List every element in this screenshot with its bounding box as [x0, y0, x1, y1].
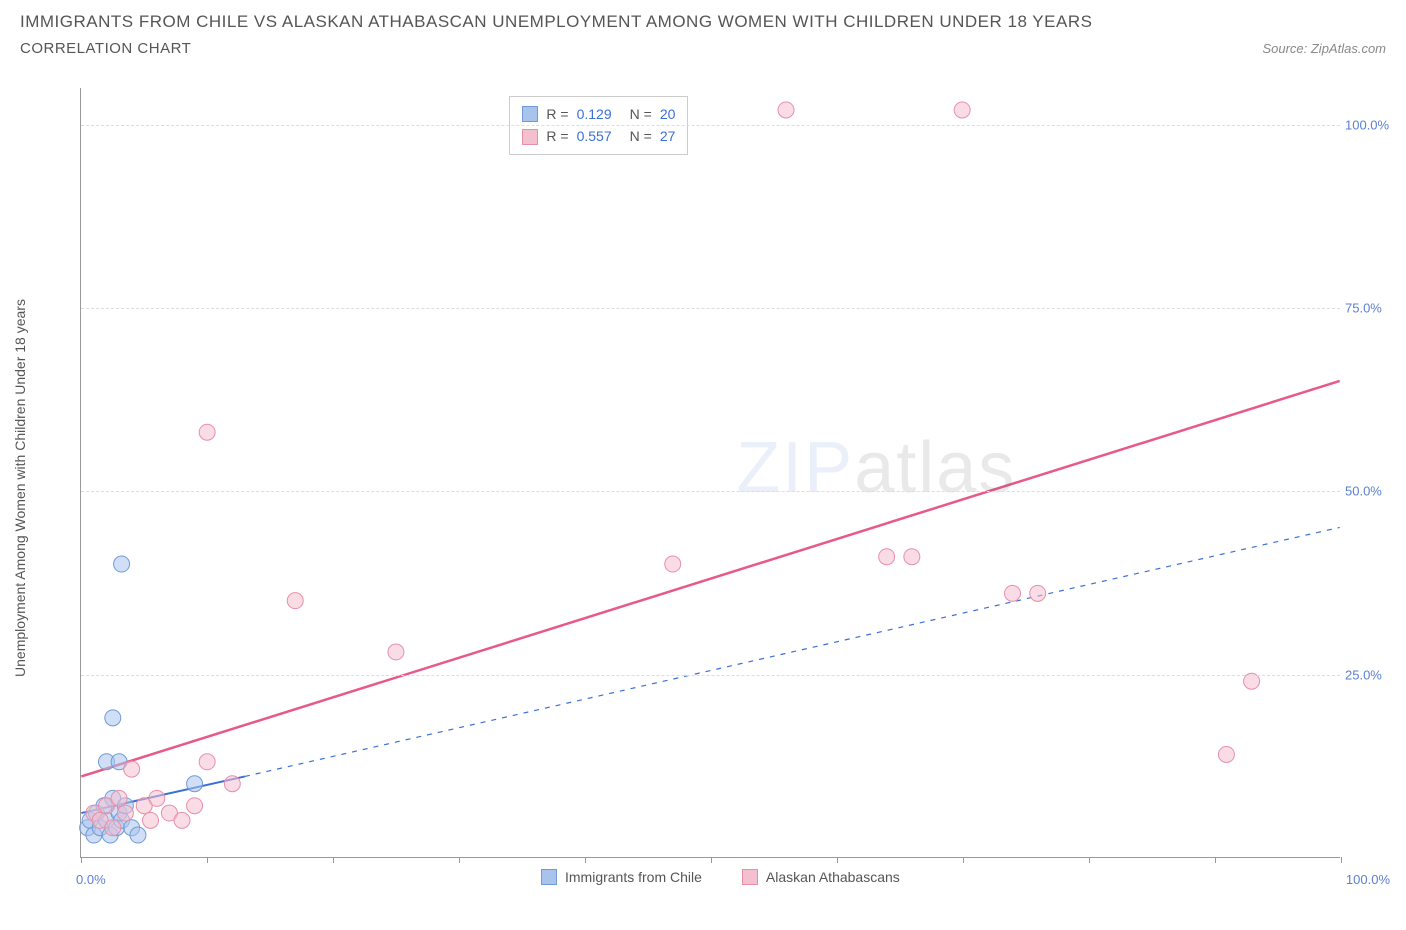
legend-label: Immigrants from Chile: [565, 869, 702, 885]
x-tick: [963, 857, 964, 863]
data-point: [879, 549, 895, 565]
data-point: [111, 790, 127, 806]
y-tick-label: 75.0%: [1345, 301, 1395, 316]
x-tick-label-max: 100.0%: [1346, 872, 1390, 887]
gridline: [81, 308, 1340, 309]
data-point: [224, 776, 240, 792]
gridline: [81, 491, 1340, 492]
y-tick-label: 25.0%: [1345, 667, 1395, 682]
legend-label: Alaskan Athabascans: [766, 869, 900, 885]
data-point: [1030, 585, 1046, 601]
chart-title: IMMIGRANTS FROM CHILE VS ALASKAN ATHABAS…: [20, 12, 1386, 32]
data-point: [954, 102, 970, 118]
chart-container: Unemployment Among Women with Children U…: [50, 78, 1386, 898]
plot-svg: [81, 88, 1340, 857]
stats-n-value: 27: [660, 125, 676, 147]
data-point: [1218, 746, 1234, 762]
data-point: [187, 798, 203, 814]
x-tick: [1215, 857, 1216, 863]
data-point: [117, 805, 133, 821]
gridline: [81, 125, 1340, 126]
data-point: [114, 556, 130, 572]
stats-row: R = 0.129 N = 20: [522, 103, 675, 125]
trend-line: [81, 381, 1339, 776]
data-point: [130, 827, 146, 843]
data-point: [199, 424, 215, 440]
x-tick: [1341, 857, 1342, 863]
plot-area: ZIPatlas R = 0.129 N = 20 R = 0.557 N = …: [80, 88, 1340, 858]
x-tick: [81, 857, 82, 863]
data-point: [287, 593, 303, 609]
x-tick: [333, 857, 334, 863]
stats-n-label: N =: [630, 103, 652, 125]
stats-n-label: N =: [630, 125, 652, 147]
data-point: [105, 820, 121, 836]
stats-n-value: 20: [660, 103, 676, 125]
x-tick: [585, 857, 586, 863]
x-tick: [207, 857, 208, 863]
stats-swatch: [522, 129, 538, 145]
x-tick: [1089, 857, 1090, 863]
y-tick-label: 100.0%: [1345, 117, 1395, 132]
data-point: [904, 549, 920, 565]
stats-r-label: R =: [546, 125, 568, 147]
chart-header: IMMIGRANTS FROM CHILE VS ALASKAN ATHABAS…: [0, 0, 1406, 57]
chart-subtitle: CORRELATION CHART: [20, 40, 191, 57]
trend-line-dashed: [245, 527, 1340, 776]
stats-r-value: 0.129: [577, 103, 612, 125]
subtitle-row: CORRELATION CHART Source: ZipAtlas.com: [20, 40, 1386, 57]
legend-item: Immigrants from Chile: [541, 869, 702, 885]
x-tick-label-min: 0.0%: [76, 872, 106, 887]
legend-swatch: [541, 869, 557, 885]
x-tick: [459, 857, 460, 863]
x-tick: [837, 857, 838, 863]
data-point: [124, 761, 140, 777]
data-point: [778, 102, 794, 118]
data-point: [149, 790, 165, 806]
stats-r-value: 0.557: [577, 125, 612, 147]
data-point: [143, 812, 159, 828]
x-tick: [711, 857, 712, 863]
data-point: [665, 556, 681, 572]
data-point: [174, 812, 190, 828]
chart-source: Source: ZipAtlas.com: [1262, 41, 1386, 56]
gridline: [81, 675, 1340, 676]
data-point: [187, 776, 203, 792]
data-point: [388, 644, 404, 660]
stats-swatch: [522, 106, 538, 122]
y-axis-label: Unemployment Among Women with Children U…: [12, 299, 28, 677]
data-point: [1005, 585, 1021, 601]
data-point: [199, 754, 215, 770]
data-point: [105, 710, 121, 726]
y-tick-label: 50.0%: [1345, 484, 1395, 499]
legend-item: Alaskan Athabascans: [742, 869, 900, 885]
stats-r-label: R =: [546, 103, 568, 125]
bottom-legend: Immigrants from Chile Alaskan Athabascan…: [541, 869, 900, 885]
legend-swatch: [742, 869, 758, 885]
stats-row: R = 0.557 N = 27: [522, 125, 675, 147]
